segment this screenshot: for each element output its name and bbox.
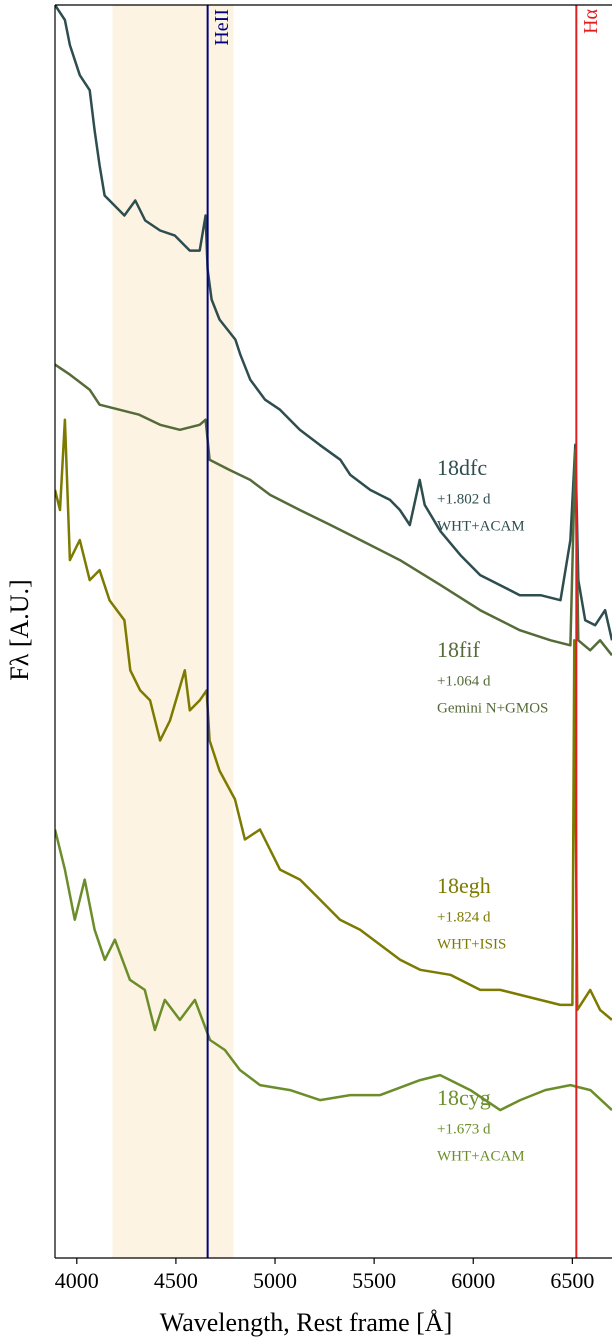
series-instrument: WHT+ISIS (437, 936, 506, 952)
spectrum-line (55, 829, 612, 1112)
series-name: 18dfc (437, 455, 487, 480)
series-instrument: WHT+ACAM (437, 1148, 525, 1164)
spectrum-line (55, 363, 612, 657)
series-name: 18cyg (437, 1085, 491, 1110)
y-axis-label: Fλ [A.U.] (5, 579, 34, 680)
series-instrument: WHT+ACAM (437, 518, 525, 534)
x-tick-label: 4000 (55, 1268, 99, 1293)
plot-area: HeII Hα (55, 5, 612, 1258)
x-axis-label: Wavelength, Rest frame [Å] (160, 1308, 452, 1337)
reference-label: HeII (211, 9, 233, 46)
series-phase: +1.673 d (437, 1121, 491, 1137)
series-name: 18egh (437, 873, 491, 898)
series-phase: +1.802 d (437, 491, 491, 507)
x-tick-label: 6500 (550, 1268, 594, 1293)
x-tick-label: 6000 (451, 1268, 495, 1293)
series-phase: +1.064 d (437, 673, 491, 689)
series-phase: +1.824 d (437, 909, 491, 925)
spectrum-line (55, 5, 612, 641)
x-tick-label: 5000 (253, 1268, 297, 1293)
spectrum-line (55, 418, 612, 1021)
x-tick-label: 5500 (352, 1268, 396, 1293)
reference-label: Hα (580, 8, 602, 33)
series-instrument: Gemini N+GMOS (437, 700, 548, 716)
x-tick-label: 4500 (154, 1268, 198, 1293)
shaded-band (112, 5, 234, 1258)
series-name: 18fif (437, 637, 480, 662)
